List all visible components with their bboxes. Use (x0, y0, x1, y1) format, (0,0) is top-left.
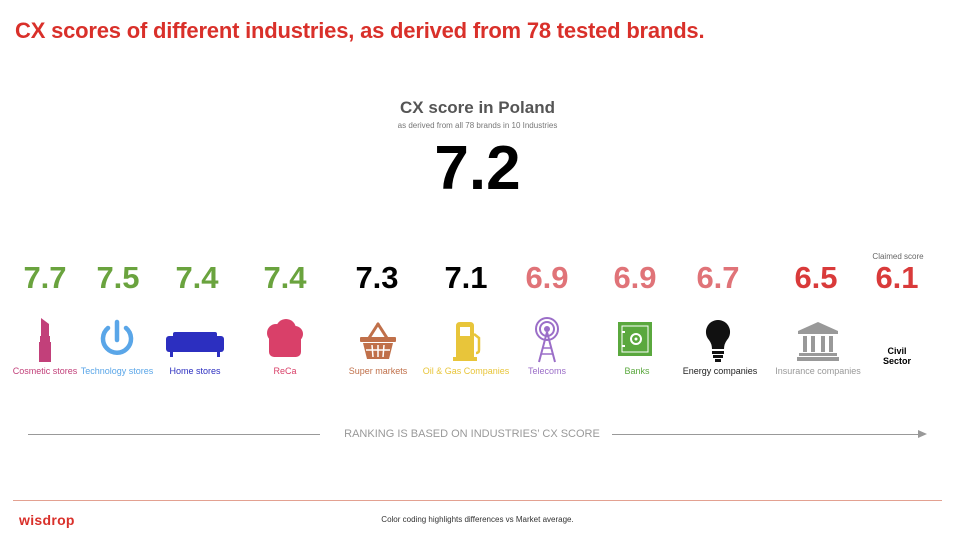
label-banks: Banks (624, 366, 650, 376)
ranking-line-right (612, 434, 920, 435)
chef-hat-icon (240, 316, 330, 364)
score-home: 7.4 (175, 260, 219, 295)
score-telecoms: 6.9 (525, 260, 569, 295)
label-telecoms: Telecoms (527, 366, 566, 376)
institution-icon (773, 316, 863, 364)
score-supermarkets: 7.3 (355, 260, 399, 295)
footnote: Color coding highlights differences vs M… (381, 515, 574, 524)
power-icon (72, 316, 162, 364)
label-oil-gas: Oil & Gas Companies (422, 366, 510, 376)
safe-icon (590, 316, 680, 364)
sofa-icon (150, 316, 240, 364)
lightbulb-icon (673, 316, 763, 364)
basket-icon (333, 316, 423, 364)
score-civil-sector: 6.1 (875, 260, 919, 295)
label-cosmetic: Cosmetic stores (12, 366, 78, 376)
ranking-caption: RANKING IS BASED ON INDUSTRIES’ CX SCORE (344, 428, 600, 440)
hero-title: CX score in Poland (400, 98, 555, 117)
label-reca: ReCa (273, 366, 297, 376)
score-insurance: 6.5 (794, 260, 838, 295)
lipstick-icon (0, 316, 90, 364)
score-oil-gas: 7.1 (444, 260, 488, 295)
fuel-pump-icon (421, 316, 511, 364)
score-cosmetic: 7.7 (23, 260, 67, 295)
label-supermarkets: Super markets (348, 366, 408, 376)
label-civil-sector: Civil Sector (882, 346, 911, 366)
ranking-line-left (28, 434, 320, 435)
label-energy: Energy companies (682, 366, 758, 376)
score-energy: 6.7 (696, 260, 740, 295)
label-home: Home stores (169, 366, 221, 376)
hero-subtitle: as derived from all 78 brands in 10 Indu… (397, 121, 558, 130)
footer-divider (13, 500, 942, 501)
claimed-score-label: Claimed score (872, 252, 924, 261)
score-technology: 7.5 (96, 260, 140, 295)
wisdrop-logo: wisdrop (19, 512, 75, 528)
hero-score: 7.2 (434, 134, 521, 203)
label-insurance: Insurance companies (775, 366, 861, 376)
arrow-right-icon (918, 430, 927, 438)
score-reca: 7.4 (263, 260, 307, 295)
antenna-icon (502, 316, 592, 364)
label-technology: Technology stores (80, 366, 154, 376)
score-banks: 6.9 (613, 260, 657, 295)
page-title: CX scores of different industries, as de… (15, 18, 705, 43)
